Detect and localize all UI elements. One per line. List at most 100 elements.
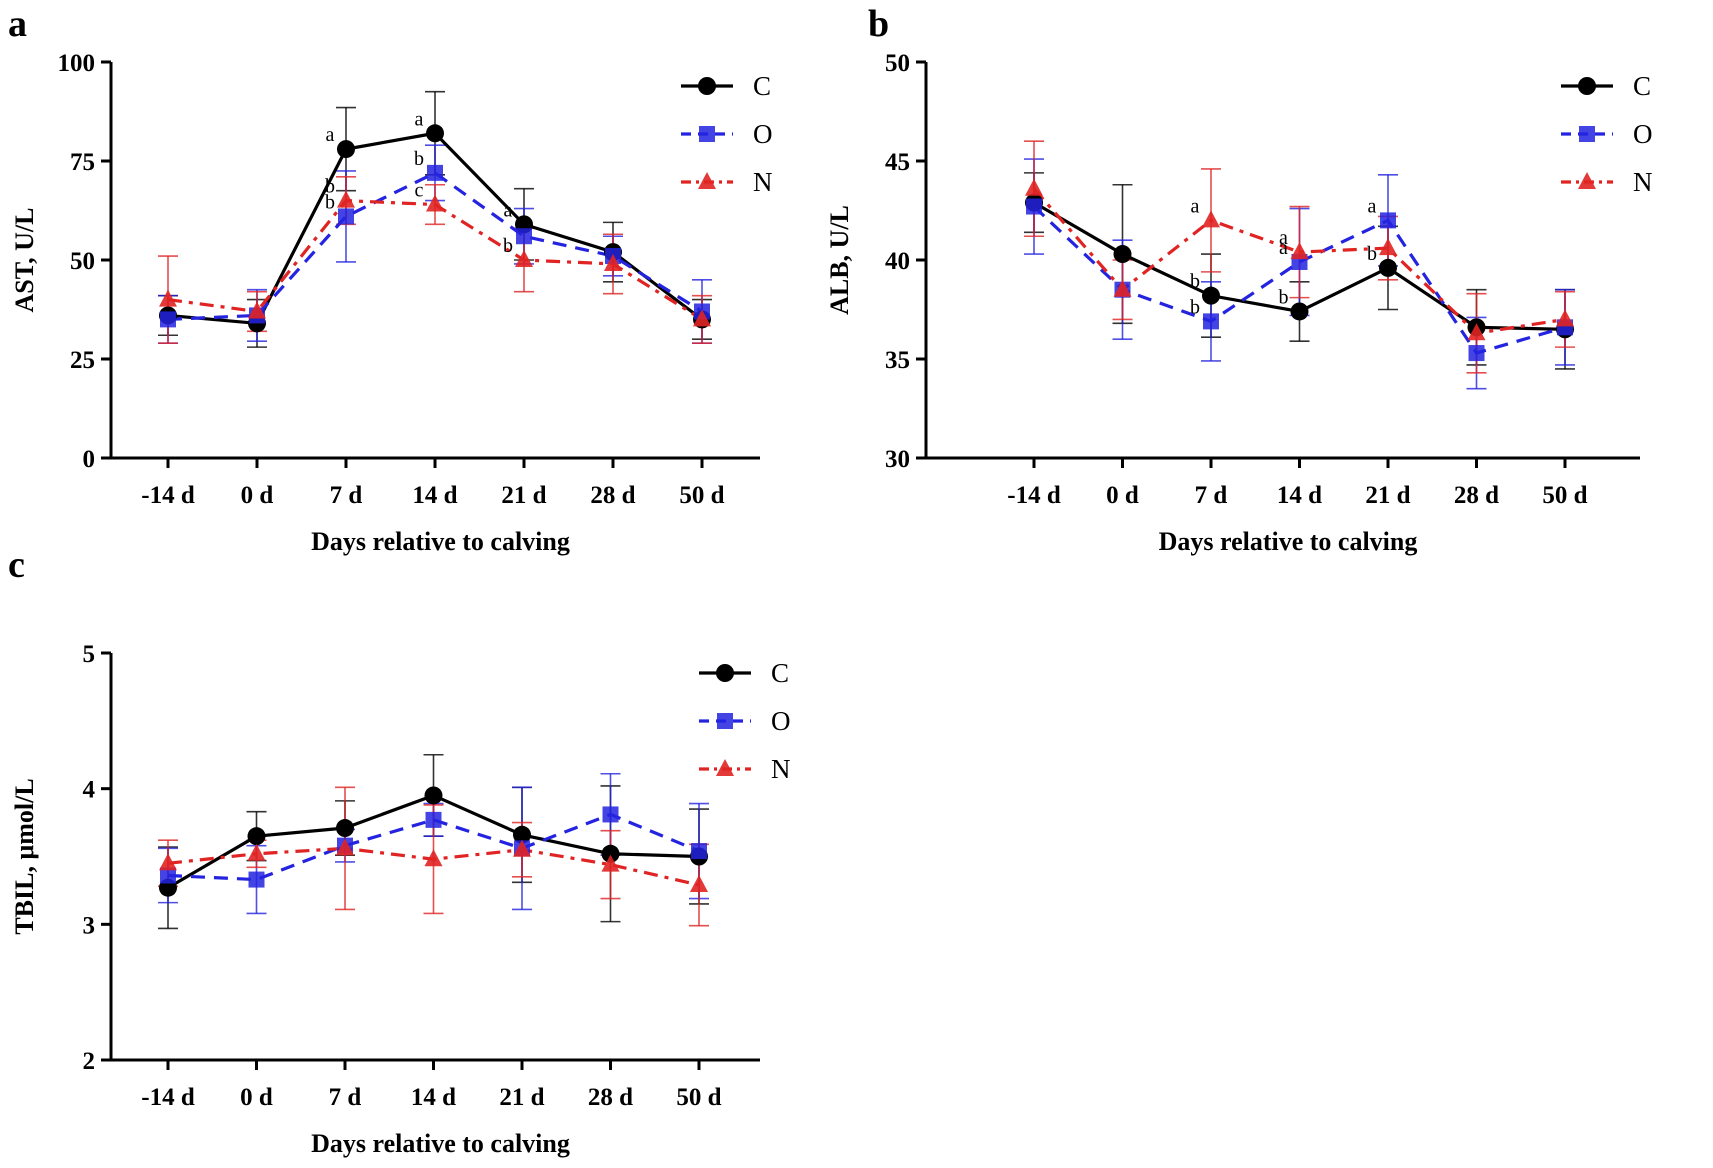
chart-panel-c: c 2 3 4 5 -14 d 0 d 7 d 14 d 21 d 28 d 50 d Days re… — [8, 544, 791, 1158]
chart-panel-b: b 30 35 40 45 50 -14 d 0 d 7 d 14 d 21 d 28 d 50 d D… — [825, 3, 1653, 556]
panel-b-x-axis-title: Days relative to calving — [1159, 527, 1418, 556]
panel-a-letter: a — [8, 3, 27, 45]
panel-b-x-tick-label: 28 d — [1454, 482, 1499, 509]
panel-a-significance-label: a — [326, 124, 335, 146]
panel-a-legend-label-O: O — [753, 119, 773, 149]
panel-c-legend-marker-O — [717, 713, 733, 729]
panel-a-x-axis-title: Days relative to calving — [311, 527, 570, 556]
panel-b-significance-label: b — [1367, 243, 1377, 265]
panel-b-series-O-point — [1026, 198, 1042, 215]
panel-a-x-tick-label: -14 d — [141, 482, 195, 509]
panel-b-significance-label: a — [1368, 195, 1377, 217]
panel-b-y-tick-label: 50 — [885, 50, 910, 77]
panel-a-series-N-point — [693, 309, 711, 327]
panel-a-significance-label: a — [504, 199, 513, 221]
panel-b-y-tick-label: 40 — [885, 248, 910, 275]
panel-c-series-O-point — [248, 871, 265, 888]
panel-c-legend-marker-C — [716, 664, 734, 682]
panel-b-series-O-point — [1203, 313, 1219, 330]
panel-c-series-N-point — [690, 874, 708, 892]
panel-a-series-N-point — [604, 253, 622, 271]
panel-c-x-tick-label: -14 d — [141, 1084, 195, 1111]
panel-b-series-N-point — [1290, 242, 1309, 260]
panel-b-y-tick-label: 30 — [885, 446, 910, 473]
panel-a-y-tick-label: 0 — [83, 446, 96, 473]
panel-b-x-tick-label: 14 d — [1277, 482, 1322, 509]
panel-c-x-tick-label: 21 d — [499, 1084, 544, 1111]
panel-c-series-C-point — [601, 844, 620, 863]
panel-b-series-C-point — [1290, 302, 1309, 321]
panel-a-series-N-point — [159, 289, 177, 307]
panel-c-x-tick-label: 14 d — [411, 1084, 456, 1111]
panel-b-significance-label: a — [1279, 227, 1288, 249]
panel-c-series-O-point — [160, 867, 176, 884]
panel-b-series-N-point — [1202, 210, 1220, 228]
panel-a-y-axis-title: AST, U/L — [10, 208, 39, 313]
panel-a-series-N-point — [426, 194, 444, 212]
panel-a-significance-label: b — [325, 176, 335, 198]
panel-a-y-tick-label: 100 — [58, 50, 96, 77]
panel-b-x-tick-label: 21 d — [1365, 482, 1410, 509]
panel-b-legend-marker-N — [1578, 172, 1596, 189]
panel-a-series-O-point — [160, 311, 176, 328]
panel-a-legend-label-N: N — [753, 167, 773, 197]
panel-a-significance-label: b — [503, 235, 513, 257]
panel-c-series-N-point — [513, 839, 531, 857]
panel-b-series-C-point — [1379, 258, 1397, 277]
panel-b-legend-marker-O — [1579, 126, 1595, 142]
panel-a-series-C-point — [337, 140, 355, 159]
panel-b-y-tick-label: 35 — [885, 347, 910, 374]
panel-c-y-tick-label: 4 — [83, 777, 96, 804]
panel-b-series-C-point — [1202, 286, 1220, 305]
panel-a-x-tick-label: 28 d — [590, 482, 635, 509]
panel-c-series-N-point — [424, 849, 443, 867]
panel-c-legend-label-N: N — [771, 754, 791, 784]
panel-a-series-C-point — [426, 124, 444, 143]
panel-b-significance-label: b — [1279, 286, 1289, 308]
panel-c-series-N-point — [159, 853, 177, 871]
panel-c-legend-label-C: C — [771, 658, 789, 688]
panel-b-series-N-point — [1113, 279, 1132, 297]
panel-a-x-tick-label: 21 d — [501, 482, 546, 509]
panel-b-series-N-point — [1379, 238, 1397, 256]
panel-a-x-tick-label: 50 d — [679, 482, 724, 509]
panel-b-y-axis-title: ALB, U/L — [825, 205, 854, 315]
panel-c-series-O-point — [691, 843, 707, 860]
panel-c-y-tick-label: 5 — [83, 641, 96, 668]
panel-a-significance-label: b — [414, 148, 424, 170]
panel-b-series-C-point — [1113, 245, 1132, 264]
panel-c-x-tick-label: 50 d — [676, 1084, 721, 1111]
panel-a-significance-label: b — [325, 191, 335, 213]
panel-b-legend-marker-C — [1578, 77, 1596, 95]
panel-c-legend-marker-N — [716, 759, 734, 776]
panel-c-x-tick-label: 28 d — [588, 1084, 633, 1111]
panel-c-series-N-point — [247, 843, 266, 861]
panel-b-series-O-point — [1380, 212, 1396, 229]
panel-a-series-O-point — [427, 164, 443, 181]
panel-c-legend-label-O: O — [771, 706, 791, 736]
panel-a-legend-marker-N — [698, 172, 716, 189]
panel-b-legend-label-N: N — [1633, 167, 1653, 197]
panel-b-significance-label: a — [1191, 195, 1200, 217]
panel-b-x-tick-label: 7 d — [1195, 482, 1228, 509]
panel-c-y-axis-title: TBIL, μmol/L — [10, 778, 39, 934]
panel-c-y-tick-label: 2 — [83, 1048, 96, 1075]
panel-a-series-N-point — [248, 301, 266, 319]
panel-a-significance-label: c — [415, 180, 424, 202]
panel-a-legend-label-C: C — [753, 71, 771, 101]
panel-c-letter: c — [8, 544, 25, 586]
panel-b-x-tick-label: -14 d — [1007, 482, 1061, 509]
panel-c-series-O-point — [425, 811, 442, 828]
panel-c-series-N-point — [336, 838, 354, 856]
panel-c-y-tick-label: 3 — [83, 912, 96, 939]
panel-c-series-N-point — [601, 854, 620, 872]
panel-b-x-tick-label: 0 d — [1106, 482, 1139, 509]
panel-b-series-O-point — [1468, 345, 1485, 362]
panel-c-series-O-point — [602, 806, 619, 823]
panel-a-legend-marker-O — [699, 126, 715, 142]
panel-b-significance-label: b — [1190, 296, 1200, 318]
panel-b-series-N-point — [1556, 309, 1574, 327]
panel-c-x-tick-label: 7 d — [329, 1084, 362, 1111]
panel-a-significance-label: a — [415, 108, 424, 130]
